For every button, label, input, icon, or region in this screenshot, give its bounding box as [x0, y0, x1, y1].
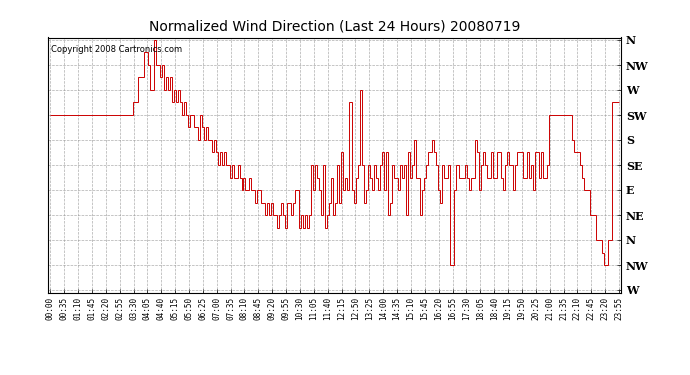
Title: Normalized Wind Direction (Last 24 Hours) 20080719: Normalized Wind Direction (Last 24 Hours…	[149, 20, 520, 33]
Text: Copyright 2008 Cartronics.com: Copyright 2008 Cartronics.com	[51, 45, 182, 54]
